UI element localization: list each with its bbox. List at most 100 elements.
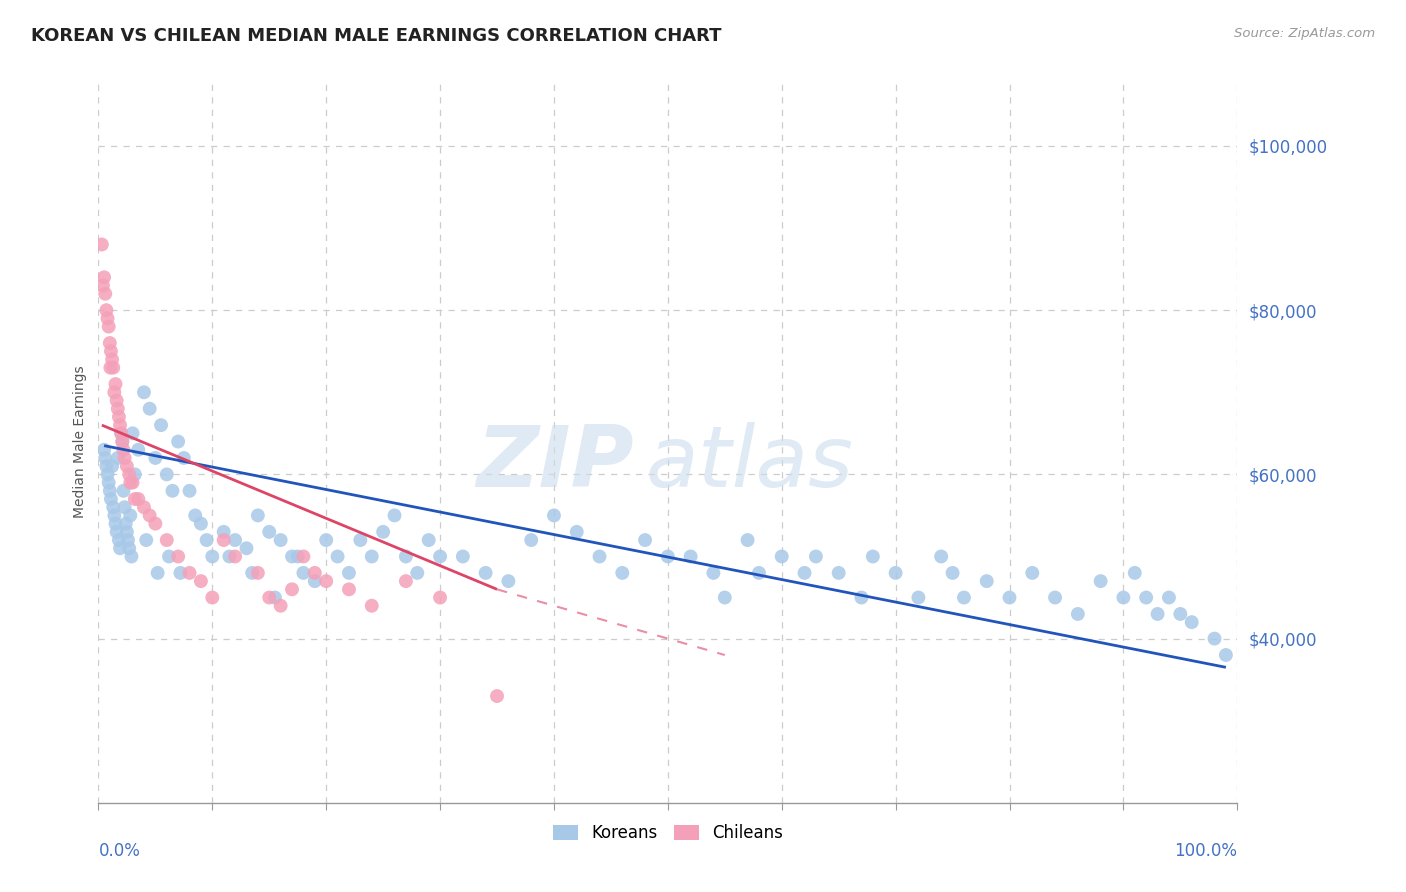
Point xyxy=(138,508,160,523)
Point xyxy=(634,533,657,547)
Point xyxy=(1157,591,1180,605)
Point xyxy=(714,591,737,605)
Point xyxy=(97,319,120,334)
Point xyxy=(406,566,429,580)
Point xyxy=(98,336,121,351)
Point xyxy=(270,533,292,547)
Point xyxy=(326,549,349,564)
Point xyxy=(264,591,287,605)
Point xyxy=(127,491,149,506)
Point xyxy=(804,549,827,564)
Point xyxy=(240,566,263,580)
Point xyxy=(770,549,793,564)
Point xyxy=(120,549,142,564)
Text: KOREAN VS CHILEAN MEDIAN MALE EARNINGS CORRELATION CHART: KOREAN VS CHILEAN MEDIAN MALE EARNINGS C… xyxy=(31,27,721,45)
Point xyxy=(486,689,509,703)
Point xyxy=(156,467,179,482)
Point xyxy=(118,467,141,482)
Point xyxy=(121,475,143,490)
Point xyxy=(246,566,269,580)
Legend: Koreans, Chileans: Koreans, Chileans xyxy=(546,817,790,848)
Point xyxy=(100,344,122,359)
Point xyxy=(120,475,142,490)
Point xyxy=(212,533,235,547)
Point xyxy=(138,401,160,416)
Point xyxy=(828,566,851,580)
Point xyxy=(114,450,136,465)
Point xyxy=(737,533,759,547)
Point xyxy=(94,450,117,465)
Point xyxy=(169,566,191,580)
Point xyxy=(1135,591,1157,605)
Point xyxy=(96,311,118,326)
Point xyxy=(112,483,135,498)
Text: Source: ZipAtlas.com: Source: ZipAtlas.com xyxy=(1234,27,1375,40)
Point xyxy=(195,533,218,547)
Point xyxy=(184,508,207,523)
Point xyxy=(1181,615,1204,630)
Point xyxy=(1021,566,1043,580)
Text: 0.0%: 0.0% xyxy=(98,842,141,860)
Point xyxy=(1123,566,1146,580)
Point xyxy=(281,549,304,564)
Point xyxy=(93,270,115,285)
Point xyxy=(162,483,184,498)
Point xyxy=(107,401,129,416)
Point xyxy=(315,533,337,547)
Point xyxy=(679,549,702,564)
Point xyxy=(702,566,724,580)
Point xyxy=(953,591,976,605)
Point xyxy=(112,442,135,457)
Point xyxy=(1112,591,1135,605)
Point xyxy=(201,591,224,605)
Point xyxy=(190,516,212,531)
Point xyxy=(146,566,169,580)
Point xyxy=(97,475,120,490)
Point xyxy=(304,566,326,580)
Point xyxy=(110,426,132,441)
Point xyxy=(91,278,114,293)
Point xyxy=(1215,648,1237,662)
Point xyxy=(793,566,815,580)
Point xyxy=(117,533,139,547)
Point xyxy=(304,574,326,588)
Point xyxy=(96,459,118,474)
Point xyxy=(179,483,201,498)
Point xyxy=(224,533,246,547)
Point xyxy=(270,599,292,613)
Point xyxy=(976,574,998,588)
Point xyxy=(114,500,136,515)
Point xyxy=(96,467,118,482)
Y-axis label: Median Male Earnings: Median Male Earnings xyxy=(73,365,87,518)
Point xyxy=(371,524,394,539)
Point xyxy=(101,459,124,474)
Point xyxy=(212,524,235,539)
Point xyxy=(218,549,240,564)
Point xyxy=(998,591,1021,605)
Point xyxy=(111,434,134,449)
Point xyxy=(105,393,128,408)
Point xyxy=(315,574,337,588)
Point xyxy=(167,549,190,564)
Point xyxy=(114,516,136,531)
Point xyxy=(520,533,543,547)
Point xyxy=(246,508,269,523)
Point xyxy=(395,549,418,564)
Point xyxy=(120,508,142,523)
Point xyxy=(929,549,952,564)
Point xyxy=(98,483,121,498)
Point xyxy=(100,360,122,375)
Point xyxy=(201,549,224,564)
Point xyxy=(157,549,180,564)
Point xyxy=(907,591,929,605)
Point xyxy=(224,549,246,564)
Point xyxy=(132,500,155,515)
Point xyxy=(259,591,281,605)
Point xyxy=(429,591,451,605)
Point xyxy=(145,516,167,531)
Point xyxy=(110,426,132,441)
Point xyxy=(360,599,382,613)
Point xyxy=(884,566,907,580)
Point xyxy=(474,566,496,580)
Point xyxy=(498,574,520,588)
